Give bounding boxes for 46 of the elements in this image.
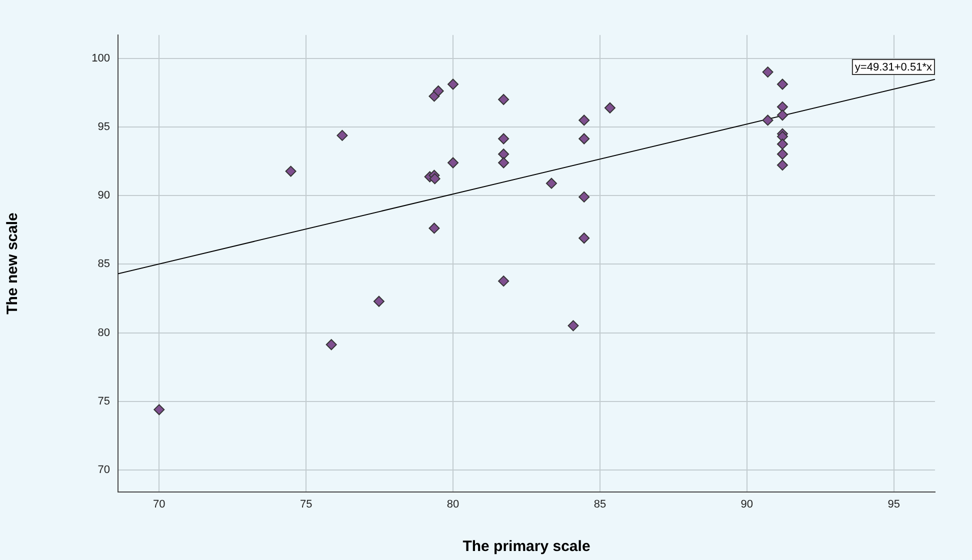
point xyxy=(428,222,440,234)
x-axis-title: The primary scale xyxy=(462,538,590,556)
y-tick-label: 100 xyxy=(92,52,110,64)
point xyxy=(762,114,774,126)
point xyxy=(776,138,788,150)
point xyxy=(578,133,590,144)
point xyxy=(285,166,296,177)
point xyxy=(776,101,788,112)
point xyxy=(776,110,788,121)
point xyxy=(448,78,459,90)
y-axis-title: The new scale xyxy=(4,212,22,314)
point xyxy=(498,276,510,287)
point xyxy=(578,114,590,126)
point xyxy=(326,339,337,350)
point xyxy=(429,173,440,184)
annotation: y=49.31+0.51*x xyxy=(854,62,932,74)
y-tick-label: 90 xyxy=(98,190,110,202)
point xyxy=(546,178,557,189)
x-tick-label: 75 xyxy=(300,498,312,511)
x-tick-label: 90 xyxy=(740,498,754,511)
x-tick-label: 80 xyxy=(446,498,460,511)
y-tick-label: 95 xyxy=(98,120,110,133)
x-tick-label: 95 xyxy=(888,498,900,511)
y-tick-label: 80 xyxy=(98,326,110,339)
x-tick-label: 70 xyxy=(153,498,166,511)
point xyxy=(776,160,788,171)
point xyxy=(432,85,444,96)
point xyxy=(776,148,788,160)
point xyxy=(776,78,788,90)
y-tick-label: 85 xyxy=(98,258,110,270)
point xyxy=(498,133,510,144)
y-tick-label: 75 xyxy=(98,395,110,408)
y-tick-label: 70 xyxy=(98,464,110,476)
point xyxy=(762,66,774,78)
point xyxy=(448,157,459,168)
point xyxy=(154,404,165,416)
point xyxy=(568,320,579,332)
point xyxy=(498,148,510,160)
point xyxy=(578,191,590,202)
point xyxy=(498,94,510,105)
x-tick-label: 85 xyxy=(594,498,606,511)
point xyxy=(578,232,590,244)
point xyxy=(498,157,510,168)
point xyxy=(373,296,384,307)
point xyxy=(336,130,348,141)
point xyxy=(604,102,616,114)
